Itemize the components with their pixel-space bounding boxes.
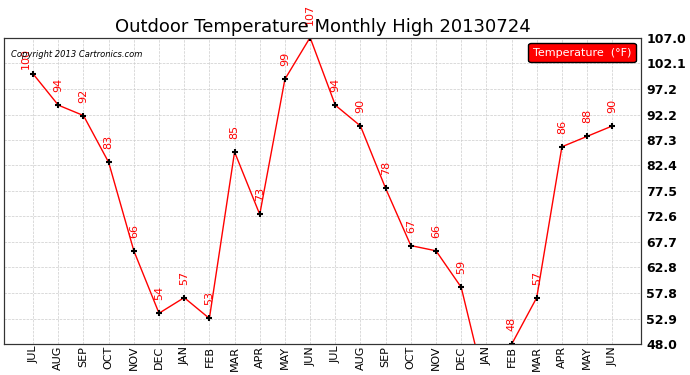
Text: 73: 73	[255, 187, 265, 201]
Text: 107: 107	[305, 3, 315, 24]
Text: 54: 54	[154, 286, 164, 300]
Text: 66: 66	[431, 224, 441, 238]
Text: 94: 94	[53, 78, 63, 92]
Text: 90: 90	[355, 99, 366, 113]
Text: 85: 85	[230, 125, 239, 139]
Title: Outdoor Temperature Monthly High 20130724: Outdoor Temperature Monthly High 2013072…	[115, 18, 531, 36]
Text: 67: 67	[406, 219, 416, 232]
Text: 57: 57	[179, 270, 189, 285]
Text: 99: 99	[280, 52, 290, 66]
Text: 100: 100	[21, 48, 30, 69]
Text: 94: 94	[331, 78, 340, 92]
Text: 53: 53	[204, 291, 215, 305]
Text: Copyright 2013 Cartronics.com: Copyright 2013 Cartronics.com	[10, 50, 142, 59]
Text: 86: 86	[557, 120, 567, 134]
Text: 48: 48	[506, 317, 517, 332]
Text: 83: 83	[104, 135, 114, 149]
Text: 78: 78	[381, 161, 391, 176]
Text: 39: 39	[0, 374, 1, 375]
Legend: Temperature  (°F): Temperature (°F)	[529, 43, 635, 62]
Text: 88: 88	[582, 109, 592, 123]
Text: 90: 90	[607, 99, 618, 113]
Text: 57: 57	[532, 270, 542, 285]
Text: 59: 59	[456, 260, 466, 274]
Text: 92: 92	[79, 88, 88, 102]
Text: 66: 66	[129, 224, 139, 238]
